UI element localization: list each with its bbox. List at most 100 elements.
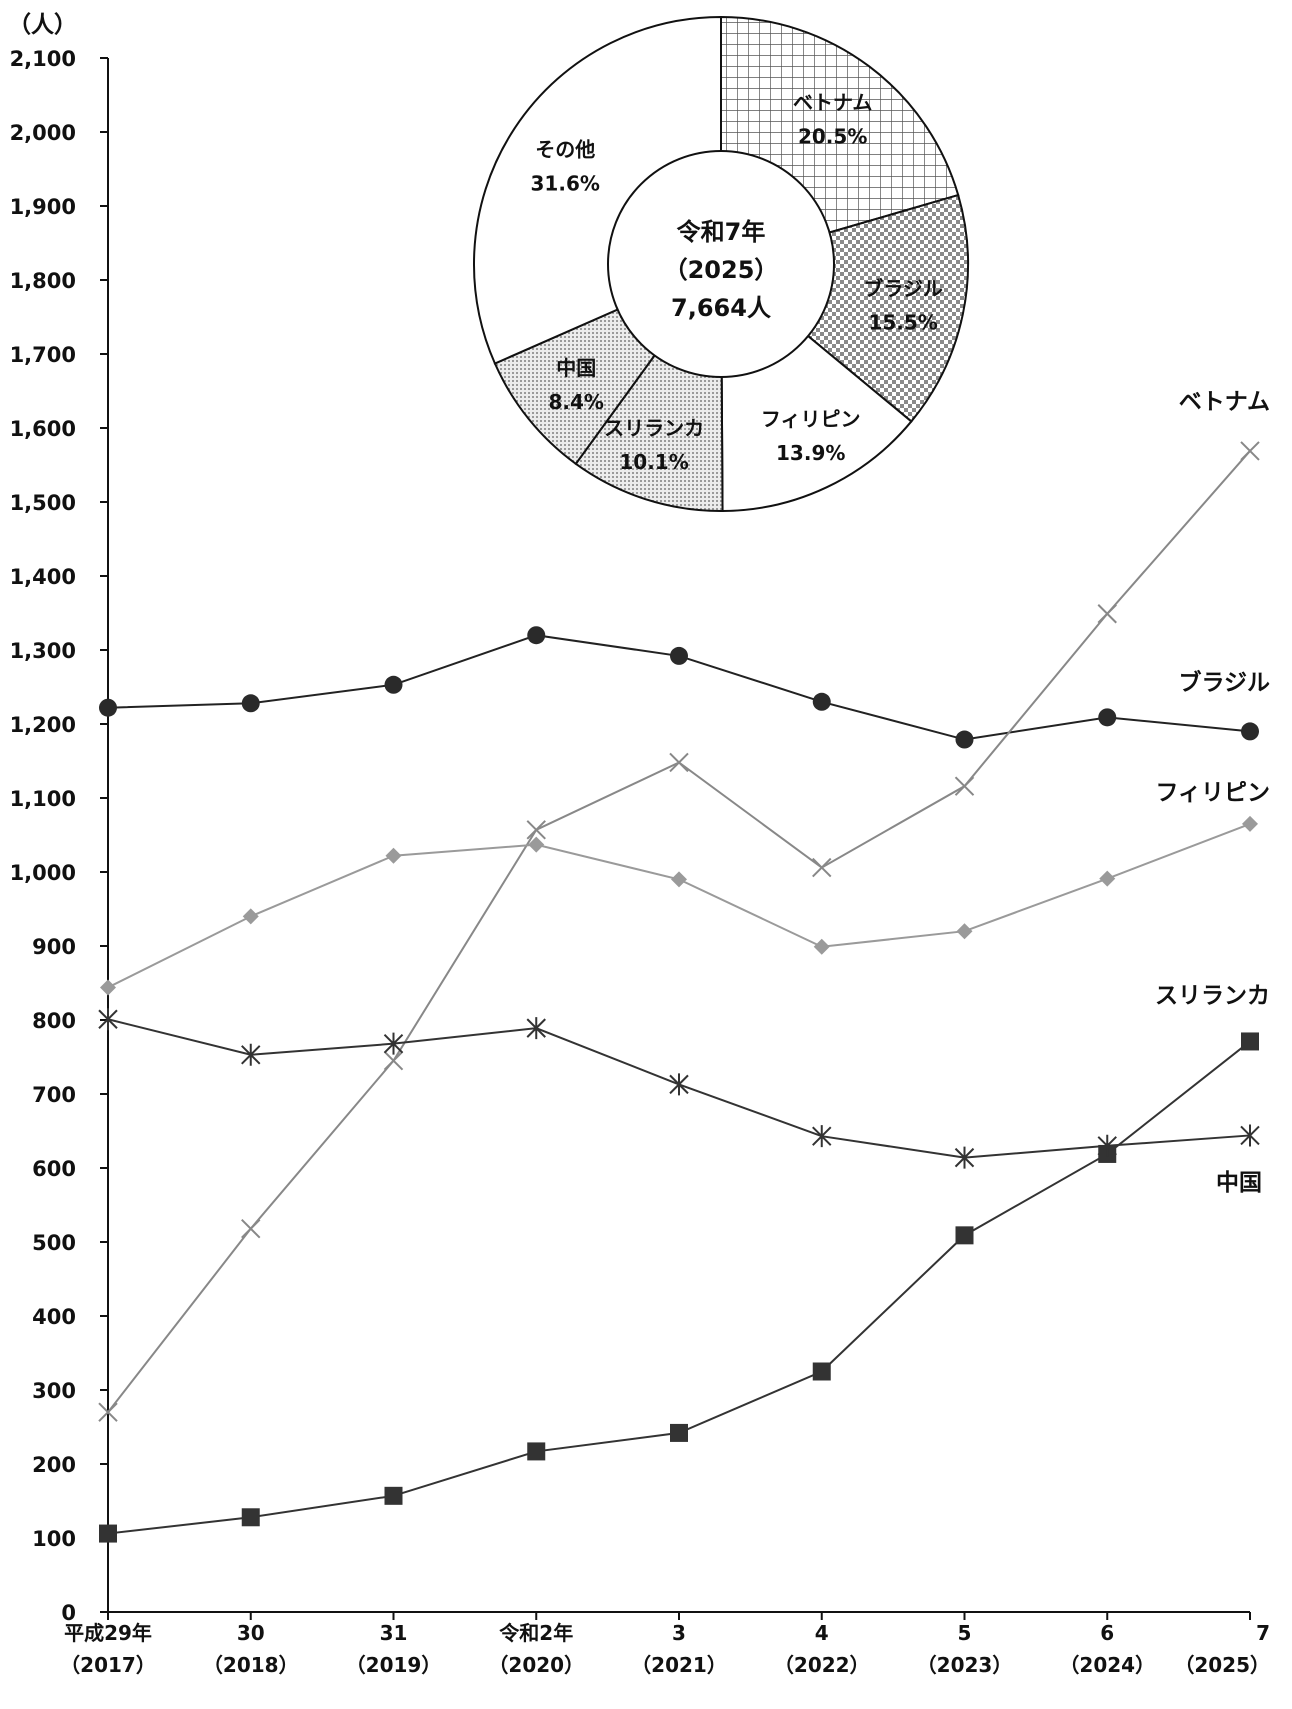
data-point-series-3 [527, 1442, 546, 1461]
data-point-series-3 [384, 1486, 403, 1505]
data-point-series-2 [242, 908, 259, 925]
y-tick-label: 2,000 [10, 121, 76, 145]
series-1-label: ベトナム [1179, 389, 1270, 415]
donut-center-title: 令和7年 [677, 218, 766, 246]
data-point-series-4 [954, 1146, 975, 1169]
data-point-series-1 [954, 776, 975, 796]
axes: （人） [8, 11, 1250, 1613]
data-point-series-2 [813, 938, 830, 955]
data-point-series-1 [526, 820, 546, 840]
series-3-line [107, 1040, 1251, 1535]
y-tick-label: 700 [32, 1083, 76, 1107]
x-tick-label: 6 [1100, 1621, 1114, 1645]
data-point-series-2 [1099, 870, 1116, 887]
y-tick-group: 0 100 200 300 400 500 600 700 800 900 1,000 1,100 1,… [10, 47, 108, 1625]
y-tick-label: 400 [32, 1305, 76, 1329]
data-point-series-1 [1097, 604, 1117, 624]
data-point-series-4 [383, 1032, 404, 1055]
series-4-label: 中国 [1216, 1170, 1262, 1196]
data-point-series-1 [98, 1402, 118, 1422]
series-markers [98, 441, 1260, 1543]
data-point-series-2 [385, 847, 402, 864]
data-point-series-1 [241, 1218, 261, 1239]
data-point-series-1 [812, 857, 832, 878]
series-1-line [107, 450, 1251, 1413]
donut-labels: ベトナム 20.5% ブラジル 15.5% フィリピン 13.9% スリランカ 10.1% 中国… [531, 90, 943, 474]
series-lines [107, 450, 1251, 1535]
data-point-series-4 [98, 1008, 118, 1031]
data-point-series-0 [670, 646, 688, 665]
x-tick-sublabel: （2017） [60, 1653, 156, 1677]
y-tick-label: 100 [32, 1527, 76, 1551]
data-point-series-3 [1241, 1032, 1259, 1051]
x-tick-label: 令和2年 [499, 1621, 573, 1645]
x-tick-sublabel: （2018） [203, 1653, 299, 1677]
y-tick-label: 1,600 [10, 417, 76, 441]
x-tick-label: 30 [237, 1621, 265, 1645]
data-point-series-4 [1097, 1134, 1117, 1157]
y-tick-label: 1,200 [10, 713, 76, 737]
x-tick-sublabel: （2024） [1059, 1653, 1155, 1677]
donut-center-total: 7,664人 [671, 294, 771, 322]
data-point-series-0 [527, 626, 546, 645]
donut-slice-label: スリランカ [604, 416, 704, 440]
data-point-series-2 [956, 923, 973, 940]
data-point-series-1 [383, 1050, 404, 1071]
x-tick-sublabel: （2025） [1174, 1653, 1270, 1677]
data-point-series-3 [955, 1226, 974, 1245]
data-point-series-0 [812, 692, 831, 711]
x-tick-sublabel: （2023） [917, 1653, 1013, 1677]
donut-slice-value: 31.6% [531, 171, 600, 195]
data-point-series-0 [955, 730, 974, 749]
y-tick-label: 1,000 [10, 861, 76, 885]
x-tick-sublabel: （2020） [488, 1653, 584, 1677]
y-axis-unit-label: （人） [8, 11, 77, 38]
x-tick-sublabel: （2022） [774, 1653, 870, 1677]
donut-slice-value: 20.5% [798, 124, 867, 148]
donut-slice-value: 15.5% [868, 311, 937, 335]
series-3-label: スリランカ [1155, 983, 1270, 1009]
donut-center-year: （2025） [664, 256, 779, 284]
data-point-series-2 [100, 979, 116, 996]
y-tick-label: 1,900 [10, 195, 76, 219]
x-tick-label: 3 [672, 1621, 686, 1645]
data-point-series-4 [526, 1017, 546, 1040]
x-tick-sublabel: （2019） [346, 1653, 442, 1677]
data-point-series-4 [1240, 1124, 1260, 1147]
donut-hole [607, 150, 835, 378]
series-2-line [107, 822, 1251, 989]
y-tick-label: 1,400 [10, 565, 76, 589]
donut-slice-value: 13.9% [776, 441, 845, 465]
y-tick-label: 300 [32, 1379, 76, 1403]
data-point-series-1 [669, 752, 689, 773]
donut-slice-label: 中国 [556, 356, 596, 380]
data-point-series-0 [384, 675, 403, 694]
donut-slice-value: 10.1% [619, 450, 688, 474]
data-point-series-0 [241, 694, 260, 713]
y-tick-label: 1,100 [10, 787, 76, 811]
y-tick-label: 1,500 [10, 491, 76, 515]
data-point-series-3 [241, 1508, 260, 1527]
data-point-series-4 [812, 1125, 832, 1148]
data-point-series-4 [241, 1043, 261, 1066]
y-tick-label: 1,300 [10, 639, 76, 663]
y-tick-label: 1,800 [10, 269, 76, 293]
donut-chart: 令和7年 （2025） 7,664人 ベトナム 20.5% ブラジル 15.5% フィリ… [473, 15, 969, 513]
data-point-series-0 [1098, 708, 1117, 727]
y-tick-label: 200 [32, 1453, 76, 1477]
data-point-series-3 [99, 1524, 117, 1543]
y-tick-label: 900 [32, 935, 76, 959]
donut-slice-label: ブラジル [863, 277, 943, 301]
x-tick-label: 4 [815, 1621, 829, 1645]
donut-slice-label: フィリピン [761, 407, 861, 431]
y-tick-label: 1,700 [10, 343, 76, 367]
data-point-series-0 [1241, 722, 1259, 741]
x-tick-label: 5 [958, 1621, 972, 1645]
x-tick-group: 平成29年 （2017） 30 （2018） 31 （2019） 令和2年 （2020） 3 （2… [60, 1612, 1270, 1677]
data-point-series-4 [669, 1073, 689, 1096]
data-point-series-2 [528, 836, 545, 853]
donut-slice-label: ベトナム [793, 90, 872, 114]
data-point-series-2 [671, 871, 687, 888]
